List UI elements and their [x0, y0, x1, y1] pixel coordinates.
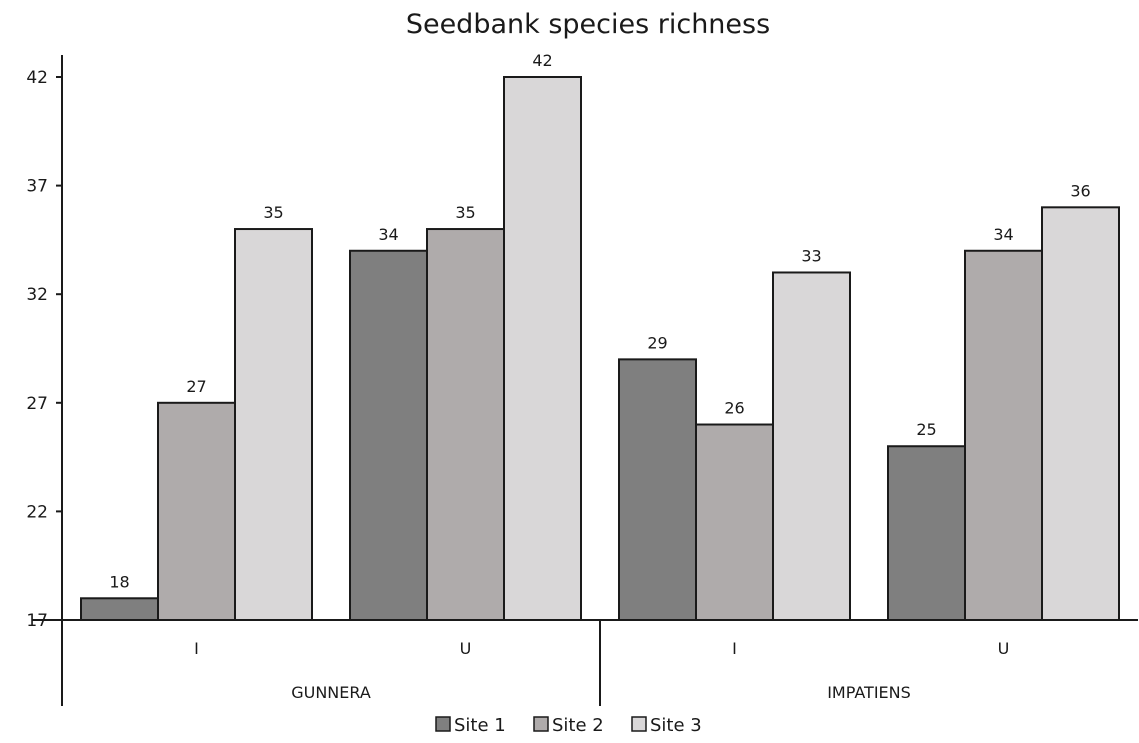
data-label: 25	[916, 420, 936, 439]
data-label: 35	[455, 203, 475, 222]
bar-site-1	[618, 358, 697, 621]
x-axis: I U GUNNERA I U IMPATIENS	[32, 619, 1138, 706]
x-tick-label: I	[194, 639, 199, 658]
bar-site-3	[503, 76, 582, 621]
x-group-label: IMPATIENS	[827, 683, 911, 702]
y-tick-label: 37	[26, 177, 48, 197]
data-label: 42	[532, 51, 552, 70]
bar-site-3	[772, 271, 851, 621]
y-tick-label: 22	[26, 502, 48, 522]
bar-site-2	[695, 423, 774, 621]
x-tick-label: I	[732, 639, 737, 658]
bar-site-1	[349, 249, 428, 621]
bar-site-1	[887, 445, 966, 621]
y-tick-label: 32	[26, 285, 48, 305]
legend-swatch	[631, 716, 647, 732]
legend-label: Site 1	[454, 715, 506, 736]
data-label: 35	[263, 203, 283, 222]
bar-site-2	[157, 401, 236, 621]
y-tick-label: 42	[26, 68, 48, 88]
legend-swatch	[533, 716, 549, 732]
data-label: 34	[378, 225, 398, 244]
y-tick-label: 27	[26, 394, 48, 414]
bar-site-3	[234, 228, 313, 621]
x-tick-label: U	[998, 639, 1010, 658]
legend-label: Site 2	[552, 715, 604, 736]
legend-label: Site 3	[650, 715, 702, 736]
chart-title: Seedbank species richness	[406, 9, 770, 40]
data-label: 26	[724, 399, 744, 418]
bars	[80, 76, 1120, 622]
x-group-label: GUNNERA	[291, 683, 371, 702]
data-label: 29	[647, 333, 667, 352]
legend-swatch	[435, 716, 451, 732]
legend: Site 1 Site 2 Site 3	[435, 715, 702, 736]
bar-site-1	[80, 597, 159, 622]
bar-site-3	[1041, 206, 1120, 621]
data-label: 33	[801, 246, 821, 265]
x-tick-label: U	[460, 639, 472, 658]
data-labels: 18 27 35 34 35 42 29 26 33 25 34 36	[109, 51, 1090, 591]
data-label: 34	[993, 225, 1013, 244]
bar-site-2	[426, 228, 505, 621]
bar-site-2	[964, 249, 1043, 621]
data-label: 36	[1070, 181, 1090, 200]
data-label: 18	[109, 572, 129, 591]
data-label: 27	[186, 377, 206, 396]
